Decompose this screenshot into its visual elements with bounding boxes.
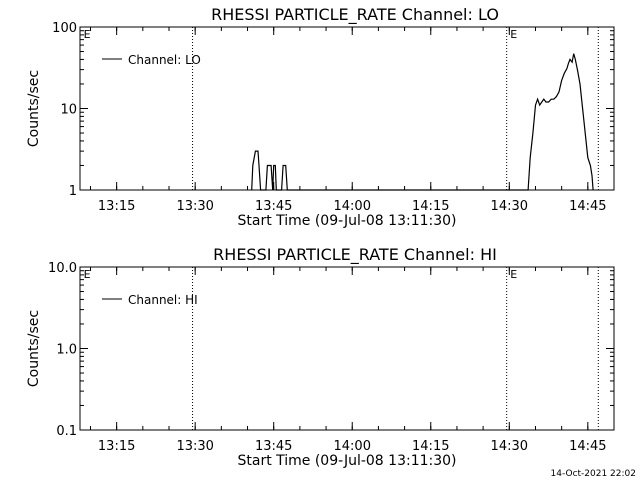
x-tick-label: 14:00 <box>334 439 371 454</box>
event-marker-label: E <box>510 28 517 41</box>
x-tick-label: 14:45 <box>569 199 606 214</box>
x-tick-label: 13:45 <box>255 439 292 454</box>
x-axis-label: Start Time (09-Jul-08 13:11:30) <box>237 453 456 469</box>
x-tick-label: 14:30 <box>491 199 528 214</box>
y-tick-label: 10.0 <box>48 261 77 276</box>
footer-timestamp: 14-Oct-2021 22:02 <box>551 469 636 479</box>
event-marker-label: E <box>510 268 517 281</box>
plot-frame <box>79 266 615 431</box>
x-tick-label: 13:30 <box>176 199 213 214</box>
chart-panel-lo: RHESSI PARTICLE_RATE Channel: LO 1 10 100 13… <box>26 5 615 229</box>
x-tick-label: 14:00 <box>334 199 371 214</box>
x-tick-label: 14:45 <box>569 439 606 454</box>
y-axis-label: Counts/sec <box>26 310 42 387</box>
series-line-lo <box>251 53 594 191</box>
x-tick-label: 13:15 <box>98 199 135 214</box>
chart-panel-hi: RHESSI PARTICLE_RATE Channel: HI 0.1 1.0 10… <box>26 245 615 469</box>
y-tick-label: 1 <box>69 184 77 199</box>
y-axis-label: Counts/sec <box>26 70 42 147</box>
legend-label: Channel: LO <box>128 53 201 67</box>
x-tick-label: 14:15 <box>412 199 449 214</box>
y-tick-label: 100 <box>52 21 77 36</box>
x-tick-label: 14:15 <box>412 439 449 454</box>
y-tick-label: 1.0 <box>56 343 77 358</box>
chart-title: RHESSI PARTICLE_RATE Channel: LO <box>211 5 499 25</box>
event-marker-label: E <box>84 268 91 281</box>
chart-title: RHESSI PARTICLE_RATE Channel: HI <box>213 245 497 265</box>
event-marker-label: E <box>84 28 91 41</box>
x-tick-label: 13:15 <box>98 439 135 454</box>
x-tick-label: 14:30 <box>491 439 528 454</box>
x-tick-label: 13:30 <box>176 439 213 454</box>
legend-label: Channel: HI <box>128 293 198 307</box>
x-tick-label: 13:45 <box>255 199 292 214</box>
y-tick-label: 0.1 <box>56 424 77 439</box>
plot-frame <box>79 26 615 191</box>
x-axis-label: Start Time (09-Jul-08 13:11:30) <box>237 213 456 229</box>
y-tick-label: 10 <box>60 103 77 118</box>
